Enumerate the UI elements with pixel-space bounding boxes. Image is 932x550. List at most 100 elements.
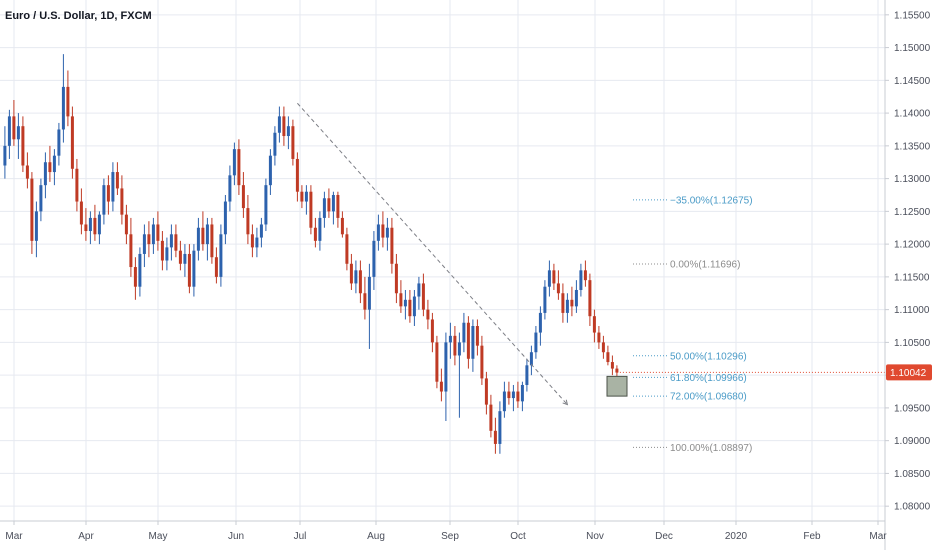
candle-body xyxy=(228,175,232,202)
fib-level-label: 100.00%(1.08897) xyxy=(670,443,752,454)
candle-body xyxy=(538,312,542,333)
candle-body xyxy=(498,411,502,444)
fib-level-label: 0.00%(1.11696) xyxy=(670,260,740,271)
candle-body xyxy=(120,188,124,215)
candle-body xyxy=(372,240,376,277)
candle-body xyxy=(385,227,389,238)
candle-body xyxy=(493,430,497,444)
candle-body xyxy=(12,116,16,140)
candle-body xyxy=(547,270,551,287)
candle-body xyxy=(345,234,349,264)
candle-body xyxy=(223,201,227,235)
candle-body xyxy=(169,234,173,248)
candle-body xyxy=(390,227,394,264)
candle-body xyxy=(48,162,52,173)
trendline-arrow-icon xyxy=(562,399,569,406)
price-tick-label: 1.11000 xyxy=(894,305,930,316)
candle-body xyxy=(187,253,191,287)
candle-body xyxy=(304,191,308,202)
candle-body xyxy=(462,322,466,343)
candle-body xyxy=(106,185,110,202)
candle-body xyxy=(255,237,259,248)
candle-body xyxy=(30,178,34,241)
candle-body xyxy=(615,368,619,373)
candle-body xyxy=(480,345,484,379)
price-axis[interactable]: 1.15500 1.15000 1.14500 1.14000 1.13500 1.130… xyxy=(885,10,931,513)
candle-body xyxy=(453,335,457,356)
candle-body xyxy=(295,158,299,192)
candle-body xyxy=(273,132,277,156)
candle-body xyxy=(93,217,97,235)
candle-body xyxy=(367,276,371,310)
price-tick-label: 1.11500 xyxy=(894,272,930,283)
candle-body xyxy=(516,391,520,402)
candle-body xyxy=(475,326,479,346)
candle-body xyxy=(520,384,524,402)
candle-body xyxy=(363,293,367,310)
candle-body xyxy=(183,253,187,264)
time-tick-label: Oct xyxy=(510,531,526,542)
candle-body xyxy=(457,342,461,356)
candle-body xyxy=(25,165,29,179)
candle-body xyxy=(232,149,236,176)
candle-body xyxy=(241,185,245,209)
candle-body xyxy=(282,116,286,137)
price-tick-label: 1.14500 xyxy=(894,76,931,87)
candle-body xyxy=(322,198,326,218)
candle-body xyxy=(147,234,151,245)
candle-body xyxy=(448,335,452,343)
candle-body xyxy=(286,126,290,137)
candle-body xyxy=(543,286,547,313)
candle-body xyxy=(408,299,412,317)
candle-body xyxy=(133,267,137,287)
candle-body xyxy=(61,86,65,130)
candle-body xyxy=(318,217,322,241)
candle-body xyxy=(156,224,160,241)
candle-body xyxy=(165,247,169,261)
candle-body xyxy=(399,293,403,307)
candle-body xyxy=(529,352,533,366)
price-tick-label: 1.12500 xyxy=(894,207,931,218)
candle-body xyxy=(268,155,272,186)
trendline[interactable] xyxy=(297,102,568,405)
fib-level-label: 50.00%(1.10296) xyxy=(670,351,747,362)
candle-body xyxy=(511,391,515,399)
fib-level-label: −35.00%(1.12675) xyxy=(670,195,753,206)
candle-body xyxy=(102,185,106,215)
candle-body xyxy=(16,126,20,140)
candle-body xyxy=(250,234,254,248)
time-tick-label: Mar xyxy=(869,531,887,542)
candle-body xyxy=(583,270,587,281)
candle-body xyxy=(3,145,7,166)
price-tick-label: 1.14000 xyxy=(894,109,931,120)
candle-body xyxy=(178,250,182,264)
candle-body xyxy=(417,283,421,297)
candle-body xyxy=(421,283,425,310)
candle-body xyxy=(579,270,583,290)
candle-body xyxy=(592,316,596,333)
candle-body xyxy=(97,214,101,235)
candle-body xyxy=(327,198,331,212)
candle-body xyxy=(439,381,443,392)
time-tick-label: Nov xyxy=(586,531,604,542)
candle-body xyxy=(394,263,398,294)
price-tick-label: 1.08500 xyxy=(894,469,931,480)
time-tick-label: Jul xyxy=(294,531,307,542)
candle-body xyxy=(435,342,439,382)
candle-body xyxy=(160,240,164,261)
candle-body xyxy=(426,309,430,320)
candle-body xyxy=(129,234,133,268)
target-zone-box[interactable] xyxy=(606,375,628,397)
candle-body xyxy=(471,326,475,359)
candle-body xyxy=(210,224,214,258)
price-tick-label: 1.13000 xyxy=(894,174,931,185)
candle-body xyxy=(124,214,128,235)
candle-body xyxy=(84,224,88,232)
candle-body xyxy=(534,332,538,353)
time-axis[interactable]: Mar Apr May Jun Jul Aug Sep Oct Nov Dec 2020 Feb Mar xyxy=(5,521,887,542)
time-tick-label: Aug xyxy=(367,531,385,542)
candle-body xyxy=(138,253,142,287)
candle-body xyxy=(570,299,574,307)
candle-body xyxy=(489,404,493,431)
